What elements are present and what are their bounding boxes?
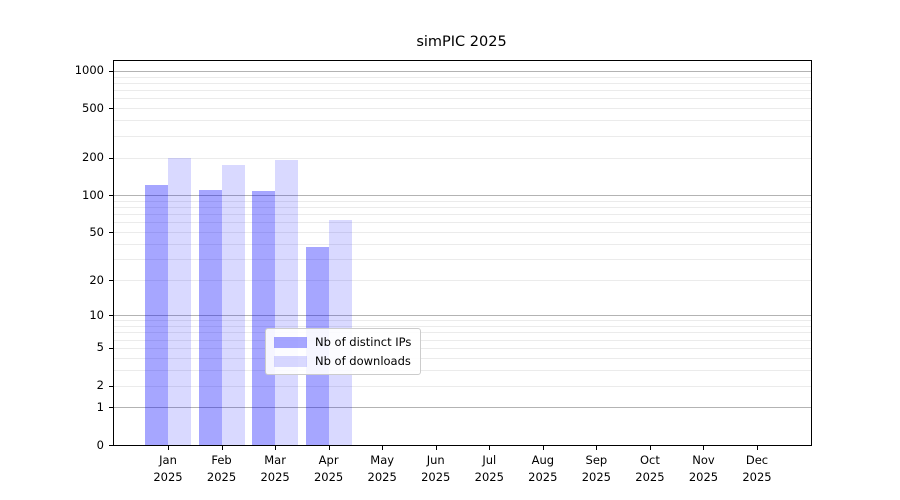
y-tick [109, 195, 114, 197]
gridline-minor [114, 339, 811, 341]
gridline-minor [114, 90, 811, 92]
x-tick-label: Jun 2025 [421, 453, 451, 484]
chart-title: simPIC 2025 [416, 34, 507, 50]
x-tick-label: Jan 2025 [153, 453, 183, 484]
y-tick [109, 280, 114, 282]
y-tick-label: 10 [89, 307, 104, 322]
bar-downloads [168, 158, 191, 445]
x-tick-label: Mar 2025 [260, 453, 290, 484]
x-tick [542, 445, 544, 450]
x-tick [596, 445, 598, 450]
x-tick [489, 445, 491, 450]
gridline-minor [114, 280, 811, 282]
legend-item-downloads: Nb of downloads [274, 354, 411, 368]
x-tick-label: Sep 2025 [581, 453, 611, 484]
x-tick [328, 445, 330, 450]
x-tick-label: Jul 2025 [474, 453, 504, 484]
x-tick-label: Feb 2025 [206, 453, 237, 484]
gridline-minor [114, 82, 811, 84]
gridline-minor [114, 326, 811, 327]
gridline-major [114, 407, 811, 409]
gridline-minor [114, 243, 811, 245]
gridline-minor [114, 332, 811, 334]
gridline-major [114, 315, 811, 317]
gridline-major [114, 195, 811, 197]
y-tick [109, 445, 114, 446]
gridline-minor [114, 108, 811, 110]
y-tick-label: 1 [96, 399, 104, 414]
y-tick-label: 0 [96, 437, 104, 452]
gridline-minor [114, 259, 811, 261]
gridline-minor [114, 135, 811, 137]
bar-downloads [275, 160, 299, 445]
gridline-minor [114, 347, 811, 349]
y-tick-label: 1000 [74, 63, 104, 78]
x-tick-label: Oct 2025 [635, 453, 665, 484]
gridline-minor [114, 320, 811, 322]
y-tick-label: 100 [82, 187, 104, 202]
y-tick [109, 347, 114, 349]
gridline-minor [114, 157, 811, 159]
gridline-minor [114, 369, 811, 371]
y-tick-label: 2 [96, 378, 104, 392]
x-tick-label: May 2025 [367, 453, 397, 484]
y-tick [109, 315, 114, 317]
y-tick [109, 407, 114, 409]
y-tick [109, 108, 114, 110]
gridline-minor [114, 222, 811, 224]
y-tick [109, 157, 114, 159]
y-tick [109, 232, 114, 234]
x-tick [435, 445, 437, 450]
plot-area: 0 1 2 5 10 20 50 100 200 500 1000 Jan 2025 Feb 2025 M… [75, 60, 812, 484]
gridline-minor [114, 207, 811, 208]
bar-downloads [221, 165, 245, 445]
y-tick [109, 70, 114, 72]
gridline-minor [114, 357, 811, 359]
legend-swatch-downloads-icon [274, 355, 307, 367]
y-tick-label: 50 [89, 224, 104, 239]
y-tick [109, 385, 114, 387]
legend-swatch-distinct-ips-icon [274, 336, 307, 348]
gridline-minor [114, 200, 811, 202]
gridline-minor [114, 76, 811, 78]
x-tick-label: Nov 2025 [688, 453, 719, 484]
x-tick-label: Dec 2025 [742, 453, 772, 484]
gridline-minor [114, 98, 811, 100]
y-tick-label: 20 [89, 272, 104, 287]
x-tick [757, 445, 758, 450]
legend-label-distinct-ips: Nb of distinct IPs [315, 335, 412, 349]
x-tick [168, 445, 169, 450]
bar-distinct-ips [145, 185, 168, 445]
x-tick [382, 445, 384, 450]
gridline-major [114, 70, 811, 72]
gridline-minor [114, 232, 811, 234]
bar-distinct-ips [252, 190, 276, 445]
x-tick [221, 445, 223, 450]
x-tick [275, 445, 277, 450]
legend: Nb of distinct IPs Nb of downloads [265, 328, 422, 375]
gridline-minor [114, 120, 811, 122]
x-tick-label: Aug 2025 [528, 453, 558, 484]
y-tick-label: 5 [96, 340, 104, 355]
legend-item-distinct-ips: Nb of distinct IPs [274, 335, 411, 349]
legend-label-downloads: Nb of downloads [315, 354, 411, 368]
x-tick [703, 445, 705, 450]
x-tick-label: Apr 2025 [313, 453, 344, 484]
y-tick-label: 500 [82, 100, 104, 115]
y-tick-label: 200 [82, 150, 104, 165]
bar-distinct-ips [198, 189, 222, 445]
x-tick [649, 445, 651, 450]
gridline-minor [114, 385, 811, 387]
gridline-minor [114, 214, 811, 216]
